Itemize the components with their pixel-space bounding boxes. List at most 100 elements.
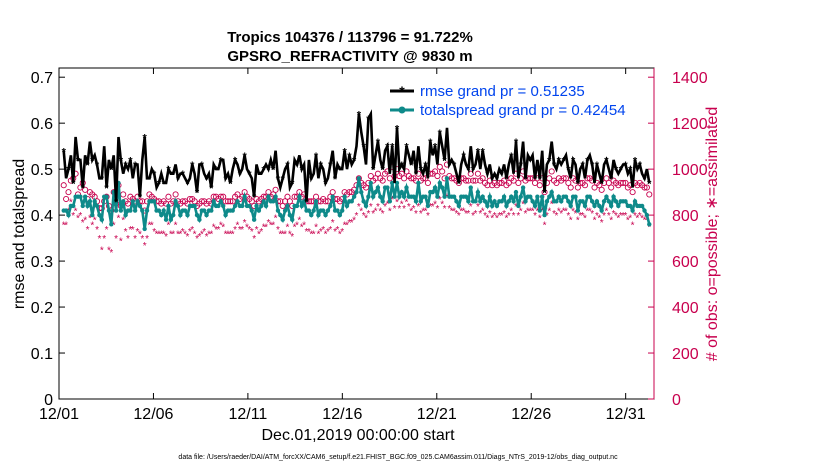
obs-assimilated-point: * [545,211,549,222]
obs-possible-point [424,179,431,186]
obs-assimilated-point: * [574,209,578,220]
obs-assimilated-point: * [90,220,94,231]
obs-assimilated-point: * [81,218,85,229]
obs-assimilated-point: * [576,216,580,227]
obs-assimilated-point: * [319,227,323,238]
obs-assimilated-point: * [602,211,606,222]
totalspread-point [566,199,571,204]
obs-assimilated-point: * [300,223,304,234]
obs-assimilated-point: * [443,204,447,215]
obs-possible-point [479,175,486,182]
totalspread-point [473,199,478,204]
totalspread-point [623,199,628,204]
obs-assimilated-point: * [464,209,468,220]
totalspread-point [559,199,564,204]
obs-possible-point [548,168,555,175]
obs-possible-point [248,198,255,205]
obs-assimilated-point: * [169,230,173,241]
rmse-point: * [66,165,71,177]
obs-assimilated-point: * [100,246,104,257]
rmse-point: * [571,155,576,167]
rmse-point: * [304,197,309,209]
rmse-point: * [104,183,109,195]
obs-assimilated-point: * [640,213,644,224]
obs-possible-point [227,198,234,205]
obs-assimilated-point: * [455,209,459,220]
totalspread-point [556,194,562,199]
totalspread-point [232,203,238,209]
totalspread-point [523,199,528,204]
rmse-point: * [85,160,90,172]
obs-assimilated-point: * [569,216,573,227]
totalspread-point [392,194,397,199]
totalspread-point [171,212,176,218]
obs-assimilated-point: * [631,220,635,231]
obs-assimilated-point: * [459,207,463,218]
rmse-point: * [309,174,314,186]
chart-title-line2: GPSRO_REFRACTIVITY @ 9830 m [227,48,472,65]
totalspread-point [547,194,552,199]
totalspread-point [518,194,523,199]
x-tick-label: 12/31 [606,406,646,423]
obs-assimilated-point: * [516,211,520,222]
obs-assimilated-point: * [155,230,159,241]
obs-possible-point [322,198,329,205]
rmse-point: * [185,178,190,190]
obs-assimilated-point: * [197,232,201,243]
obs-assimilated-point: * [88,213,92,224]
totalspread-point [480,194,485,199]
obs-assimilated-point: * [635,213,639,224]
rmse-point: * [614,165,619,177]
totalspread-point [511,199,516,204]
totalspread-point [628,203,633,209]
obs-possible-point [467,170,474,177]
rmse-point: * [600,178,605,190]
obs-assimilated-point: * [283,230,287,241]
totalspread-point [287,212,293,218]
obs-assimilated-point: * [357,202,361,213]
rmse-point: * [128,155,133,167]
obs-assimilated-point: * [595,211,599,222]
obs-possible-point [620,179,627,186]
obs-assimilated-point: * [359,207,363,218]
obs-possible-point [374,170,381,177]
rmse-point: * [200,160,205,172]
obs-assimilated-point: * [86,225,90,236]
totalspread-point [432,185,438,190]
totalspread-point [92,199,97,204]
totalspread-point [423,194,428,199]
obs-assimilated-point: * [109,248,113,259]
obs-assimilated-point: * [174,220,178,231]
obs-assimilated-point: * [414,209,418,220]
y-left-tick-label: 0 [44,392,53,409]
totalspread-point [182,208,188,213]
totalspread-point [259,203,264,209]
obs-assimilated-point: * [112,220,116,231]
totalspread-point [642,208,647,213]
obs-assimilated-point: * [462,207,466,218]
totalspread-point [194,212,200,218]
obs-assimilated-point: * [114,234,118,245]
obs-assimilated-point: * [147,220,151,231]
totalspread-point [366,194,371,199]
obs-assimilated-point: * [493,211,497,222]
rmse-point: * [195,188,200,200]
rmse-point: * [109,165,114,177]
rmse-point: * [452,160,457,172]
totalspread-point [240,203,245,209]
rmse-point: * [323,178,328,190]
totalspread-point [297,194,302,199]
obs-assimilated-point: * [590,209,594,220]
rmse-point: * [495,174,500,186]
obs-assimilated-point: * [74,207,78,218]
rmse-point: * [114,197,119,209]
obs-assimilated-point: * [585,207,589,218]
totalspread-point [118,208,124,213]
totalspread-point [330,194,335,199]
obs-assimilated-point: * [312,230,316,241]
obs-assimilated-point: * [385,200,389,211]
obs-assimilated-point: * [190,225,194,236]
obs-assimilated-point: * [176,230,180,241]
x-tick-label: 12/21 [417,406,457,423]
totalspread-point [166,203,171,209]
